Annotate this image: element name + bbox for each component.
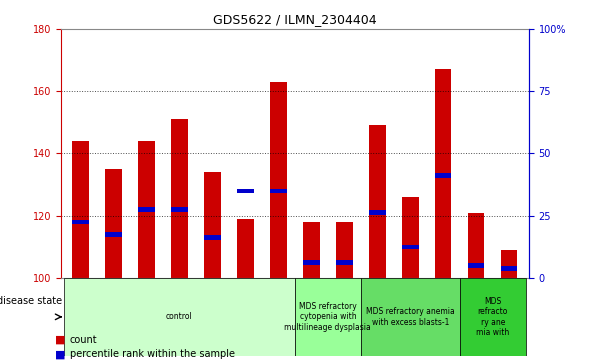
Bar [336, 260, 353, 265]
Text: control: control [166, 312, 193, 321]
Bar [402, 197, 418, 278]
Bar [501, 266, 517, 271]
Bar [204, 235, 221, 240]
FancyBboxPatch shape [460, 278, 526, 356]
Text: ■: ■ [55, 335, 65, 345]
FancyBboxPatch shape [361, 278, 460, 356]
Bar [369, 210, 385, 215]
Bar [204, 172, 221, 278]
Bar [303, 222, 320, 278]
Bar [171, 207, 188, 212]
Bar [138, 207, 155, 212]
FancyBboxPatch shape [295, 278, 361, 356]
Bar [237, 219, 254, 278]
Bar [72, 141, 89, 278]
Text: count: count [70, 335, 97, 345]
Bar [270, 82, 286, 278]
Bar [501, 250, 517, 278]
Bar [435, 173, 452, 178]
Bar [468, 213, 485, 278]
Text: MDS
refracto
ry ane
mia with: MDS refracto ry ane mia with [476, 297, 510, 337]
Bar [105, 232, 122, 237]
Text: MDS refractory anemia
with excess blasts-1: MDS refractory anemia with excess blasts… [366, 307, 455, 327]
Bar [270, 188, 286, 193]
Text: percentile rank within the sample: percentile rank within the sample [70, 349, 235, 359]
Text: ■: ■ [55, 349, 65, 359]
Text: disease state: disease state [0, 296, 63, 306]
Bar [369, 126, 385, 278]
Bar [171, 119, 188, 278]
FancyBboxPatch shape [64, 278, 295, 356]
Bar [435, 69, 452, 278]
Bar [402, 245, 418, 249]
Bar [105, 169, 122, 278]
Title: GDS5622 / ILMN_2304404: GDS5622 / ILMN_2304404 [213, 13, 377, 26]
Bar [303, 260, 320, 265]
Bar [138, 141, 155, 278]
Text: MDS refractory
cytopenia with
multilineage dysplasia: MDS refractory cytopenia with multilinea… [285, 302, 371, 332]
Bar [72, 220, 89, 224]
Bar [237, 188, 254, 193]
Bar [468, 263, 485, 268]
Bar [336, 222, 353, 278]
